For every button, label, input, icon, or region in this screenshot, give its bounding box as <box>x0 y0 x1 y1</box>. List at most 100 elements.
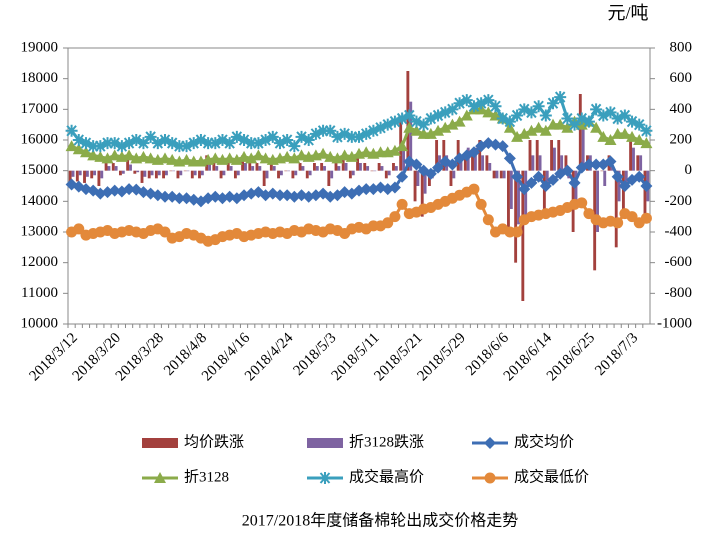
point <box>626 130 639 142</box>
bar <box>557 140 561 171</box>
point <box>568 118 581 131</box>
point <box>123 137 136 150</box>
point <box>259 152 272 164</box>
bar <box>111 163 115 171</box>
bar <box>449 170 453 186</box>
point <box>561 121 574 133</box>
bar <box>323 166 326 171</box>
point <box>547 97 559 110</box>
point <box>484 472 496 484</box>
y2-tick-label: -200 <box>665 193 693 209</box>
bar <box>97 170 101 186</box>
point <box>597 109 610 122</box>
point <box>626 211 638 223</box>
point <box>396 198 408 210</box>
bar <box>427 170 431 186</box>
bar <box>294 170 298 176</box>
point <box>467 146 480 159</box>
point <box>187 137 200 150</box>
bar <box>248 163 252 171</box>
point <box>266 130 279 143</box>
point <box>382 217 394 229</box>
point <box>180 140 193 153</box>
point <box>245 137 258 150</box>
point <box>309 127 322 140</box>
point <box>238 150 251 162</box>
bar <box>452 170 456 179</box>
bar <box>308 170 312 176</box>
legend-swatch <box>142 438 178 448</box>
bar <box>509 170 513 209</box>
bar <box>208 163 211 171</box>
bar <box>258 166 262 171</box>
point <box>633 134 646 145</box>
point <box>539 109 552 122</box>
legend-label: 均价跌涨 <box>184 433 244 450</box>
bar <box>150 170 154 176</box>
y2-tick-label: 800 <box>670 39 693 55</box>
bar <box>179 170 183 176</box>
point <box>159 152 171 164</box>
bar <box>320 163 324 171</box>
bar <box>639 155 643 171</box>
point <box>604 106 617 119</box>
point <box>202 137 215 150</box>
point <box>94 150 107 162</box>
bar <box>499 170 503 179</box>
bar <box>157 170 161 176</box>
point <box>640 212 652 224</box>
bar <box>459 155 463 171</box>
y-tick-label: 10000 <box>21 315 59 331</box>
bar <box>363 163 367 171</box>
point <box>72 134 85 146</box>
point <box>554 91 567 104</box>
point <box>123 149 136 161</box>
bar <box>581 124 585 171</box>
point <box>511 109 524 122</box>
point <box>446 158 459 171</box>
bar <box>524 170 528 217</box>
point <box>324 150 337 162</box>
point <box>319 472 331 484</box>
point <box>79 146 92 158</box>
point <box>467 100 480 113</box>
bar <box>200 170 204 176</box>
point <box>115 140 128 153</box>
bar <box>413 170 417 202</box>
bar <box>538 155 542 171</box>
bar <box>255 163 259 171</box>
point <box>230 153 243 165</box>
point <box>230 130 243 143</box>
point <box>360 183 373 196</box>
point <box>281 150 294 162</box>
point <box>245 152 258 164</box>
point <box>597 130 610 142</box>
point <box>367 124 380 137</box>
point <box>640 180 653 192</box>
point <box>159 190 171 203</box>
point <box>618 109 631 122</box>
bar <box>147 170 151 179</box>
bar <box>377 163 381 171</box>
bar <box>183 170 187 172</box>
point <box>518 103 531 116</box>
point <box>626 115 639 128</box>
point <box>582 115 595 128</box>
bar <box>287 170 291 172</box>
bar <box>373 170 377 172</box>
bar <box>233 170 237 179</box>
point <box>640 137 653 149</box>
point <box>460 94 473 107</box>
point <box>87 149 100 161</box>
bar <box>531 155 535 171</box>
point <box>576 197 588 209</box>
point <box>281 134 294 146</box>
bar <box>279 170 283 176</box>
point <box>561 112 574 125</box>
point <box>338 149 351 161</box>
point <box>410 124 423 136</box>
point <box>238 134 251 146</box>
point <box>511 226 523 238</box>
point <box>137 137 150 150</box>
bar <box>215 166 219 171</box>
